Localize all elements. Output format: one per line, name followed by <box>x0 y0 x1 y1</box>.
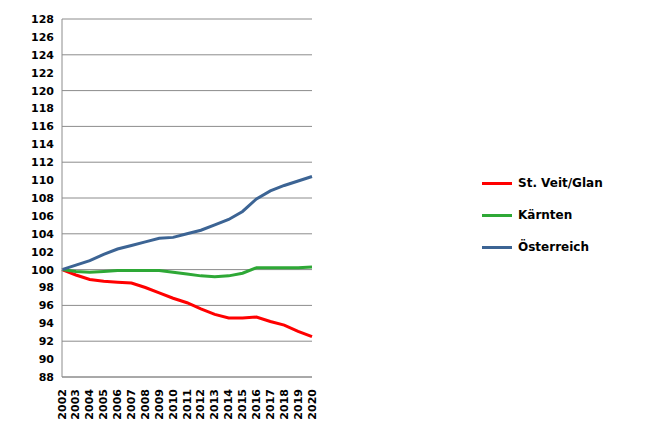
svg-text:2006: 2006 <box>111 389 124 420</box>
svg-text:104: 104 <box>31 228 54 241</box>
html-text:Österreich: Österreich <box>518 240 589 254</box>
svg-text:2004: 2004 <box>83 389 96 420</box>
svg-text:2008: 2008 <box>139 389 152 420</box>
svg-text:112: 112 <box>31 156 54 169</box>
svg-text:2005: 2005 <box>97 389 110 420</box>
svg-text:94: 94 <box>39 317 55 330</box>
svg-text:122: 122 <box>31 67 54 80</box>
svg-text:2009: 2009 <box>153 389 166 420</box>
svg-text:102: 102 <box>31 246 54 259</box>
svg-text:108: 108 <box>31 192 54 205</box>
svg-text:92: 92 <box>39 335 54 348</box>
svg-text:2019: 2019 <box>292 389 305 420</box>
svg-text:2002: 2002 <box>56 389 69 420</box>
svg-text:128: 128 <box>31 13 54 26</box>
svg-text:2016: 2016 <box>250 389 263 420</box>
svg-text:2003: 2003 <box>69 389 82 420</box>
svg-text:100: 100 <box>31 264 54 277</box>
svg-text:90: 90 <box>39 353 55 366</box>
svg-text:110: 110 <box>31 174 54 187</box>
svg-text:120: 120 <box>31 85 54 98</box>
svg-text:116: 116 <box>31 120 54 133</box>
svg-text:114: 114 <box>31 138 54 151</box>
svg-text:2014: 2014 <box>222 389 235 420</box>
svg-text:126: 126 <box>31 31 54 44</box>
svg-text:124: 124 <box>31 49 54 62</box>
html-text:Kärnten: Kärnten <box>518 208 573 222</box>
svg-text:2020: 2020 <box>306 389 319 420</box>
svg-text:2018: 2018 <box>278 389 291 420</box>
svg-text:2017: 2017 <box>264 389 277 420</box>
svg-text:2012: 2012 <box>194 389 207 420</box>
svg-text:2007: 2007 <box>125 389 138 420</box>
svg-text:2010: 2010 <box>167 389 180 420</box>
svg-text:2015: 2015 <box>236 389 249 420</box>
svg-text:88: 88 <box>39 371 54 384</box>
svg-text:2011: 2011 <box>181 389 194 420</box>
svg-text:96: 96 <box>39 299 55 312</box>
svg-text:2013: 2013 <box>208 389 221 420</box>
html-text:St. Veit/Glan: St. Veit/Glan <box>518 176 603 190</box>
svg-text:118: 118 <box>31 102 54 115</box>
svg-text:98: 98 <box>39 281 54 294</box>
svg-text:106: 106 <box>31 210 54 223</box>
